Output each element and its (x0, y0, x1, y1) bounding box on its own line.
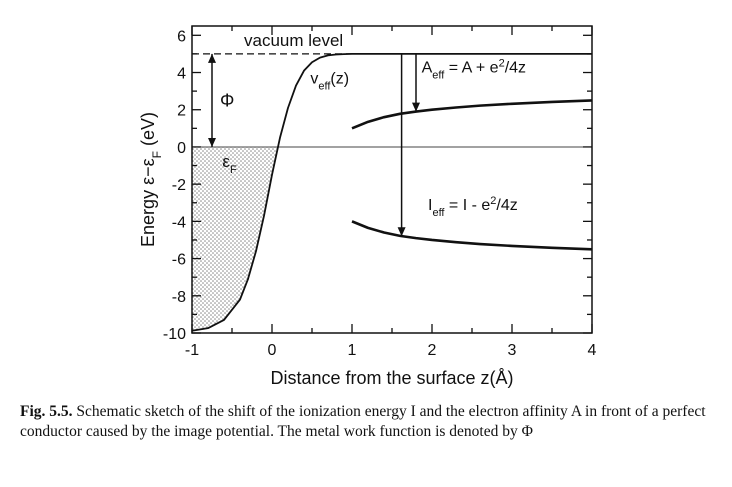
ionization-label: Ieff = I - e2/4z (428, 195, 518, 219)
y-tick-label: 0 (177, 140, 186, 157)
y-tick-label: -4 (172, 214, 186, 231)
y-tick-label: -6 (172, 252, 186, 269)
affinity-rhs: = A + e (444, 60, 498, 77)
figure-caption-label: Fig. 5.5. (20, 403, 73, 420)
potential-tail: (z) (330, 71, 349, 88)
ionization-rhs: = I - e (444, 197, 490, 214)
x-tick-label: 1 (348, 342, 357, 359)
ionization-curve (351, 220, 593, 251)
arrows (208, 53, 420, 237)
work-function-label: Φ (220, 90, 234, 110)
x-tick-label: -1 (185, 342, 199, 359)
vacuum-level-label: vacuum level (244, 31, 343, 50)
figure-caption-text: Schematic sketch of the shift of the ion… (20, 403, 706, 440)
affinity-curve (351, 99, 593, 130)
affinity-main: A (422, 60, 433, 77)
x-tick-label: 3 (508, 342, 517, 359)
y-axis-label-main: Energy ε−ε (138, 158, 158, 247)
occupied-metal-states (192, 146, 278, 331)
ionization-main: I (428, 197, 432, 214)
y-axis-label: Energy ε−εF (eV) (138, 112, 164, 247)
x-axis-label: Distance from the surface z(Å) (270, 368, 513, 388)
y-tick-label: 6 (177, 28, 186, 45)
y-axis-label-unit: (eV) (138, 112, 158, 151)
potential-label: veff(z) (310, 71, 349, 93)
fermi-energy-main: ε (222, 152, 230, 171)
potential-curve (191, 53, 592, 332)
ionization-tail: /4z (496, 197, 517, 214)
ionization-sub: eff (432, 207, 445, 219)
potential-sub: eff (318, 81, 331, 93)
y-axis-label-sub: F (150, 151, 164, 158)
y-tick-label: 4 (177, 66, 186, 83)
affinity-sup: 2 (499, 58, 505, 70)
affinity-label: Aeff = A + e2/4z (422, 58, 526, 82)
fermi-energy-sub: F (230, 164, 237, 176)
fermi-energy-label: εF (222, 152, 237, 176)
y-tick-label: -2 (172, 177, 186, 194)
affinity-tail: /4z (505, 60, 526, 77)
x-tick-label: 4 (588, 342, 597, 359)
potential-main: v (310, 71, 318, 88)
x-tick-label: 0 (268, 342, 277, 359)
y-tick-label: -8 (172, 289, 186, 306)
figure-caption: Fig. 5.5. Schematic sketch of the shift … (20, 402, 715, 442)
y-tick-label: -10 (163, 326, 186, 343)
x-tick-label: 2 (428, 342, 437, 359)
series-lines (191, 53, 593, 332)
y-tick-label: 2 (177, 103, 186, 120)
ionization-sup: 2 (490, 195, 496, 207)
affinity-sub: eff (432, 70, 445, 82)
